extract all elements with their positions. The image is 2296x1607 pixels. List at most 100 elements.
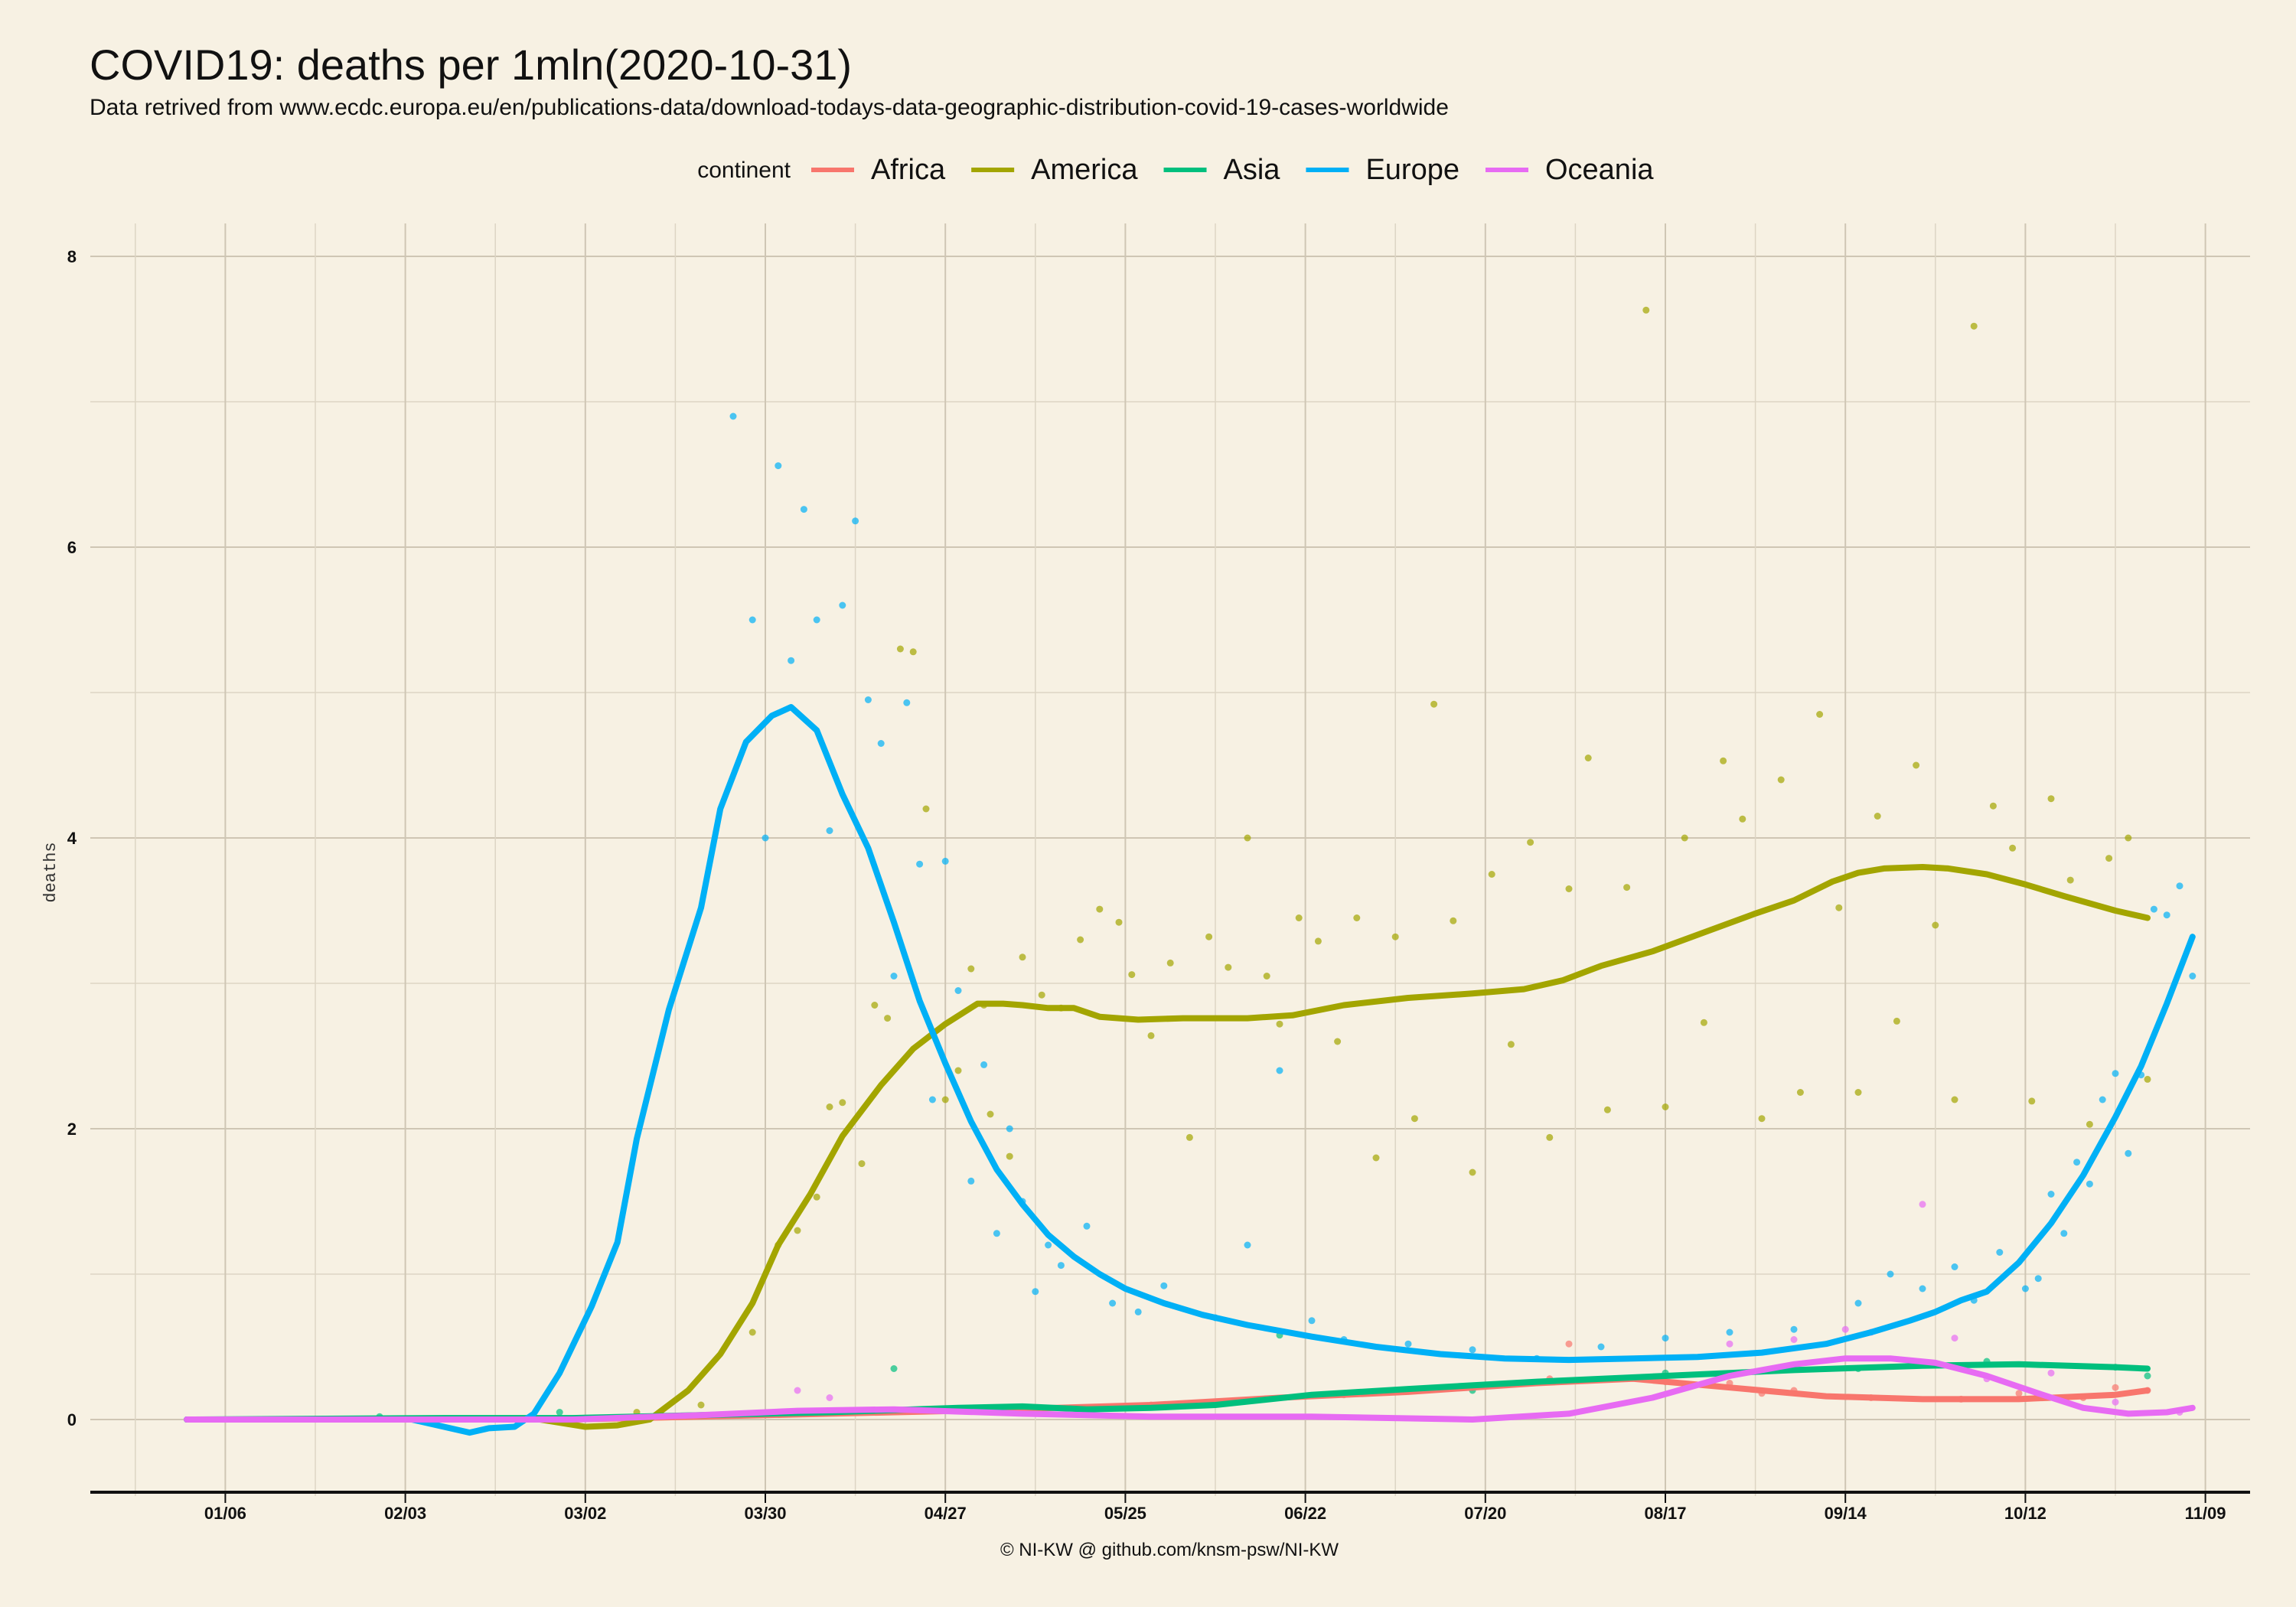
y-axis: 0 2 4 6 8	[67, 247, 77, 1429]
point-europe	[941, 857, 949, 865]
smooth-lines	[184, 704, 2196, 1436]
line-america	[184, 864, 2151, 1430]
point-america	[748, 1328, 756, 1336]
point-america	[922, 805, 930, 813]
point-america	[1816, 711, 1824, 718]
point-europe	[1790, 1325, 1798, 1333]
point-europe	[1083, 1222, 1091, 1230]
point-america	[2125, 834, 2132, 842]
point-oceania	[2047, 1369, 2055, 1377]
point-europe	[775, 462, 782, 470]
legend-label-america: America	[1031, 154, 1138, 186]
point-america	[1334, 1038, 1342, 1045]
point-america	[858, 1160, 866, 1168]
point-america	[1469, 1169, 1476, 1176]
point-america	[1225, 963, 1232, 971]
legend: continent Africa America Asia Europe Oceania	[697, 154, 1654, 186]
point-america	[1096, 905, 1104, 913]
point-america	[1932, 921, 1939, 929]
y-tick-label: 8	[67, 247, 77, 266]
legend-label-oceania: Oceania	[1545, 154, 1654, 186]
x-tick-label: 09/14	[1825, 1504, 1867, 1523]
point-america	[1507, 1041, 1515, 1048]
point-asia	[556, 1409, 563, 1416]
x-tick-label: 02/03	[384, 1504, 426, 1523]
point-america	[1353, 914, 1361, 921]
x-axis: 01/06 02/03 03/02 03/30 04/27 05/25 06/22 07/20…	[204, 1494, 2226, 1523]
point-europe	[2125, 1149, 2132, 1157]
point-america	[1989, 802, 1997, 810]
point-america	[1527, 839, 1534, 846]
point-america	[2028, 1097, 2036, 1105]
x-tick-label: 08/17	[1644, 1504, 1686, 1523]
legend-label-asia: Asia	[1224, 154, 1281, 186]
line-asia	[184, 1361, 2151, 1423]
point-america	[1720, 757, 1727, 764]
point-america	[1186, 1133, 1193, 1141]
point-europe	[1134, 1308, 1142, 1315]
point-america	[1854, 1089, 1862, 1096]
y-axis-label: deaths	[41, 842, 60, 902]
point-america	[1739, 815, 1746, 823]
point-america	[794, 1227, 801, 1234]
point-america	[1411, 1115, 1418, 1123]
point-america	[1700, 1019, 1707, 1026]
point-europe	[2060, 1230, 2068, 1237]
point-america	[2105, 855, 2113, 862]
point-america	[967, 965, 975, 973]
point-europe	[2112, 1070, 2119, 1077]
data-points	[376, 306, 2197, 1420]
point-oceania	[1790, 1336, 1798, 1343]
point-america	[1038, 991, 1045, 999]
point-europe	[2086, 1180, 2093, 1188]
point-america	[826, 1103, 833, 1110]
x-tick-label: 05/25	[1104, 1504, 1146, 1523]
legend-title: continent	[697, 158, 791, 183]
point-america	[1019, 953, 1026, 961]
point-america	[1662, 1103, 1669, 1110]
point-oceania	[1919, 1201, 1926, 1208]
point-america	[1777, 776, 1785, 784]
point-oceania	[1726, 1340, 1733, 1348]
point-europe	[2189, 973, 2197, 980]
point-europe	[1160, 1282, 1168, 1289]
point-america	[839, 1099, 846, 1107]
x-tick-label: 01/06	[204, 1504, 246, 1523]
legend-label-africa: Africa	[871, 154, 946, 186]
point-europe	[890, 973, 898, 980]
point-europe	[1597, 1343, 1605, 1351]
point-america	[896, 645, 904, 653]
point-america	[2066, 876, 2074, 884]
point-europe	[1276, 1067, 1283, 1074]
point-oceania	[794, 1387, 801, 1394]
point-europe	[2034, 1275, 2042, 1283]
point-europe	[2021, 1285, 2029, 1292]
y-tick-label: 2	[67, 1120, 77, 1139]
point-america	[1430, 700, 1438, 708]
point-europe	[1887, 1270, 1894, 1278]
point-america	[1115, 918, 1123, 926]
point-america	[1276, 1020, 1283, 1028]
point-europe	[1919, 1285, 1926, 1292]
point-america	[1295, 914, 1303, 921]
point-europe	[762, 834, 769, 842]
point-america	[1147, 1032, 1155, 1039]
y-tick-label: 0	[67, 1410, 77, 1429]
point-europe	[800, 506, 807, 513]
point-europe	[1404, 1340, 1412, 1348]
point-america	[1970, 322, 1978, 330]
point-europe	[788, 657, 795, 664]
point-europe	[2176, 882, 2183, 890]
point-america	[884, 1015, 892, 1022]
point-europe	[1109, 1299, 1117, 1307]
point-america	[1077, 936, 1084, 944]
point-europe	[2150, 905, 2157, 913]
y-tick-label: 4	[67, 829, 77, 848]
point-america	[871, 1002, 879, 1009]
point-america	[1372, 1154, 1380, 1162]
point-europe	[1662, 1335, 1669, 1342]
point-europe	[852, 517, 859, 525]
point-oceania	[826, 1394, 833, 1401]
point-europe	[1045, 1241, 1052, 1249]
point-america	[813, 1193, 820, 1201]
